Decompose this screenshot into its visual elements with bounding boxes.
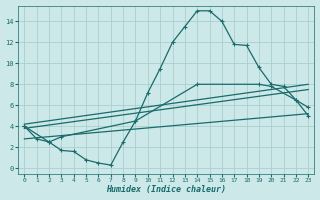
- X-axis label: Humidex (Indice chaleur): Humidex (Indice chaleur): [106, 185, 226, 194]
